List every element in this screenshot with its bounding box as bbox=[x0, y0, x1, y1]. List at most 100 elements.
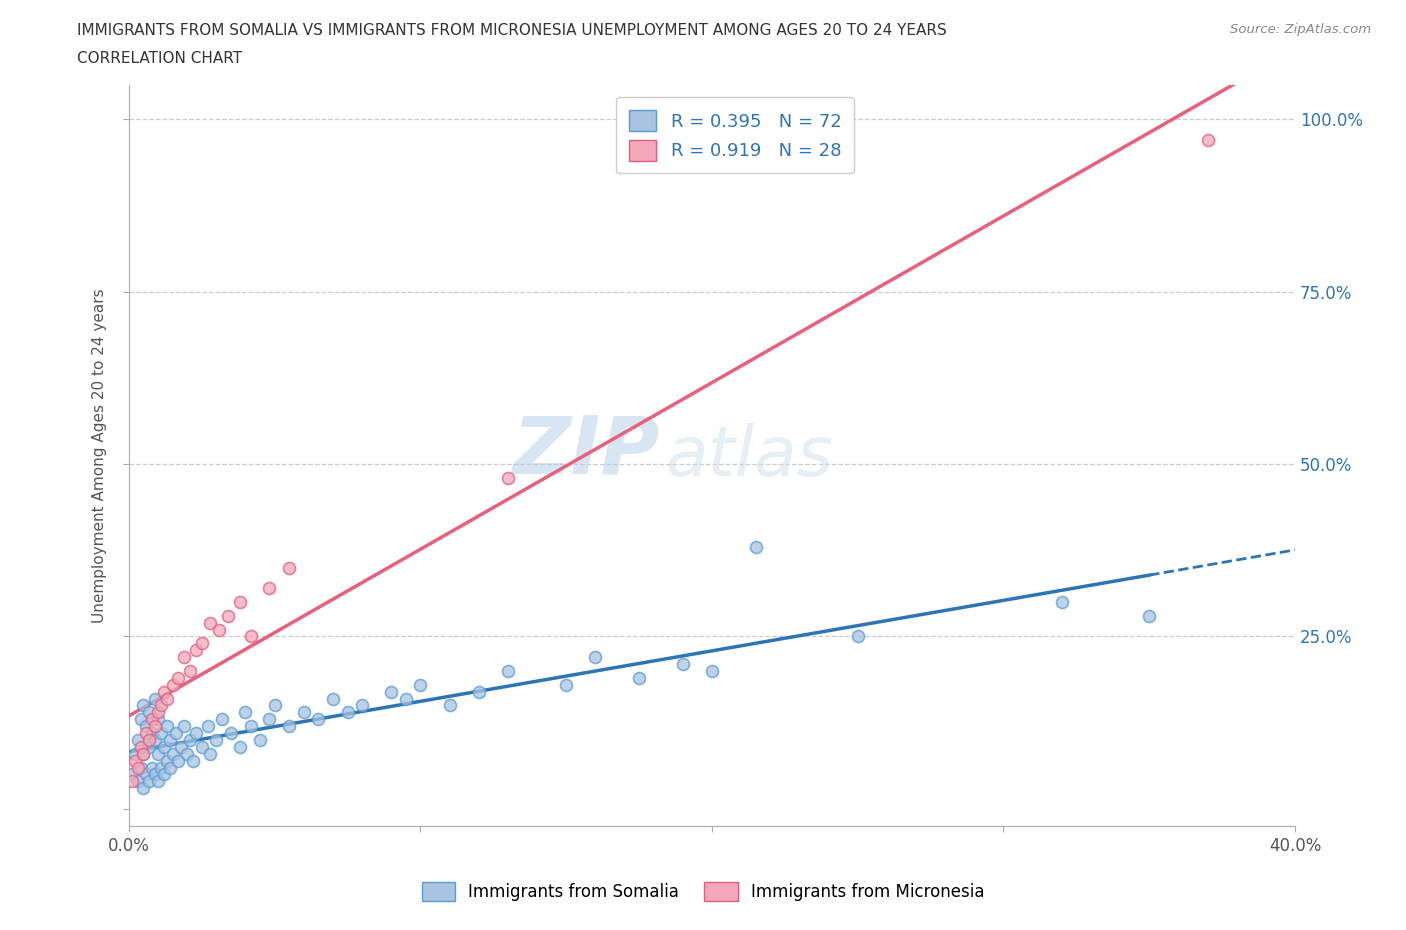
Point bbox=[249, 733, 271, 748]
Point bbox=[173, 650, 195, 665]
Point bbox=[167, 753, 190, 768]
Y-axis label: Unemployment Among Ages 20 to 24 years: Unemployment Among Ages 20 to 24 years bbox=[93, 288, 107, 623]
Point bbox=[135, 767, 157, 782]
Point bbox=[146, 705, 169, 720]
Point bbox=[263, 698, 285, 713]
Point bbox=[135, 725, 157, 740]
Point bbox=[173, 719, 195, 734]
Point bbox=[132, 698, 155, 713]
Point bbox=[143, 719, 166, 734]
Point bbox=[149, 760, 172, 775]
Point bbox=[257, 580, 280, 595]
Point bbox=[583, 650, 606, 665]
Point bbox=[744, 539, 766, 554]
Point bbox=[409, 677, 432, 692]
Point bbox=[156, 719, 179, 734]
Point bbox=[143, 767, 166, 782]
Point bbox=[307, 711, 329, 726]
Point bbox=[197, 719, 219, 734]
Point bbox=[121, 774, 143, 789]
Point bbox=[1197, 132, 1219, 147]
Point bbox=[496, 663, 519, 678]
Point bbox=[146, 746, 169, 761]
Point bbox=[156, 753, 179, 768]
Point bbox=[228, 594, 250, 609]
Point bbox=[153, 767, 176, 782]
Point bbox=[496, 471, 519, 485]
Point bbox=[219, 725, 242, 740]
Point bbox=[467, 684, 489, 699]
Point bbox=[700, 663, 723, 678]
Point bbox=[162, 677, 184, 692]
Point bbox=[235, 705, 257, 720]
Point bbox=[138, 705, 160, 720]
Point bbox=[176, 746, 198, 761]
Point bbox=[217, 608, 239, 623]
Legend: R = 0.395   N = 72, R = 0.919   N = 28: R = 0.395 N = 72, R = 0.919 N = 28 bbox=[616, 98, 853, 174]
Point bbox=[439, 698, 461, 713]
Point bbox=[129, 711, 152, 726]
Point bbox=[555, 677, 578, 692]
Point bbox=[153, 684, 176, 699]
Point bbox=[127, 774, 149, 789]
Point bbox=[179, 733, 201, 748]
Point bbox=[257, 711, 280, 726]
Point bbox=[162, 746, 184, 761]
Point bbox=[211, 711, 233, 726]
Point bbox=[165, 725, 187, 740]
Point bbox=[138, 739, 160, 754]
Point bbox=[129, 739, 152, 754]
Point bbox=[146, 774, 169, 789]
Point bbox=[132, 746, 155, 761]
Point bbox=[336, 705, 359, 720]
Point bbox=[190, 739, 212, 754]
Point bbox=[127, 760, 149, 775]
Legend: Immigrants from Somalia, Immigrants from Micronesia: Immigrants from Somalia, Immigrants from… bbox=[415, 875, 991, 908]
Point bbox=[124, 753, 146, 768]
Point bbox=[141, 760, 163, 775]
Point bbox=[124, 746, 146, 761]
Point bbox=[138, 774, 160, 789]
Point bbox=[846, 629, 869, 644]
Point bbox=[240, 629, 263, 644]
Point bbox=[135, 719, 157, 734]
Point bbox=[143, 733, 166, 748]
Point bbox=[141, 725, 163, 740]
Point bbox=[132, 746, 155, 761]
Point bbox=[170, 739, 193, 754]
Point bbox=[138, 733, 160, 748]
Point bbox=[184, 725, 207, 740]
Point bbox=[143, 691, 166, 706]
Point bbox=[380, 684, 402, 699]
Point bbox=[208, 622, 231, 637]
Point bbox=[205, 733, 228, 748]
Text: Source: ZipAtlas.com: Source: ZipAtlas.com bbox=[1230, 23, 1371, 36]
Point bbox=[156, 691, 179, 706]
Point bbox=[1050, 594, 1073, 609]
Point bbox=[240, 719, 263, 734]
Point bbox=[395, 691, 418, 706]
Point bbox=[184, 643, 207, 658]
Point bbox=[141, 711, 163, 726]
Point bbox=[278, 560, 301, 575]
Point bbox=[200, 746, 222, 761]
Point bbox=[127, 733, 149, 748]
Point bbox=[179, 663, 201, 678]
Point bbox=[153, 739, 176, 754]
Text: IMMIGRANTS FROM SOMALIA VS IMMIGRANTS FROM MICRONESIA UNEMPLOYMENT AMONG AGES 20: IMMIGRANTS FROM SOMALIA VS IMMIGRANTS FR… bbox=[77, 23, 948, 38]
Point bbox=[149, 698, 172, 713]
Point bbox=[292, 705, 315, 720]
Point bbox=[278, 719, 301, 734]
Text: ZIP: ZIP bbox=[512, 413, 659, 491]
Point bbox=[200, 616, 222, 631]
Point bbox=[132, 781, 155, 796]
Point bbox=[146, 711, 169, 726]
Point bbox=[149, 725, 172, 740]
Text: atlas: atlas bbox=[665, 423, 834, 490]
Point bbox=[121, 767, 143, 782]
Point bbox=[181, 753, 204, 768]
Point bbox=[352, 698, 374, 713]
Point bbox=[628, 671, 651, 685]
Point bbox=[672, 657, 695, 671]
Point bbox=[190, 636, 212, 651]
